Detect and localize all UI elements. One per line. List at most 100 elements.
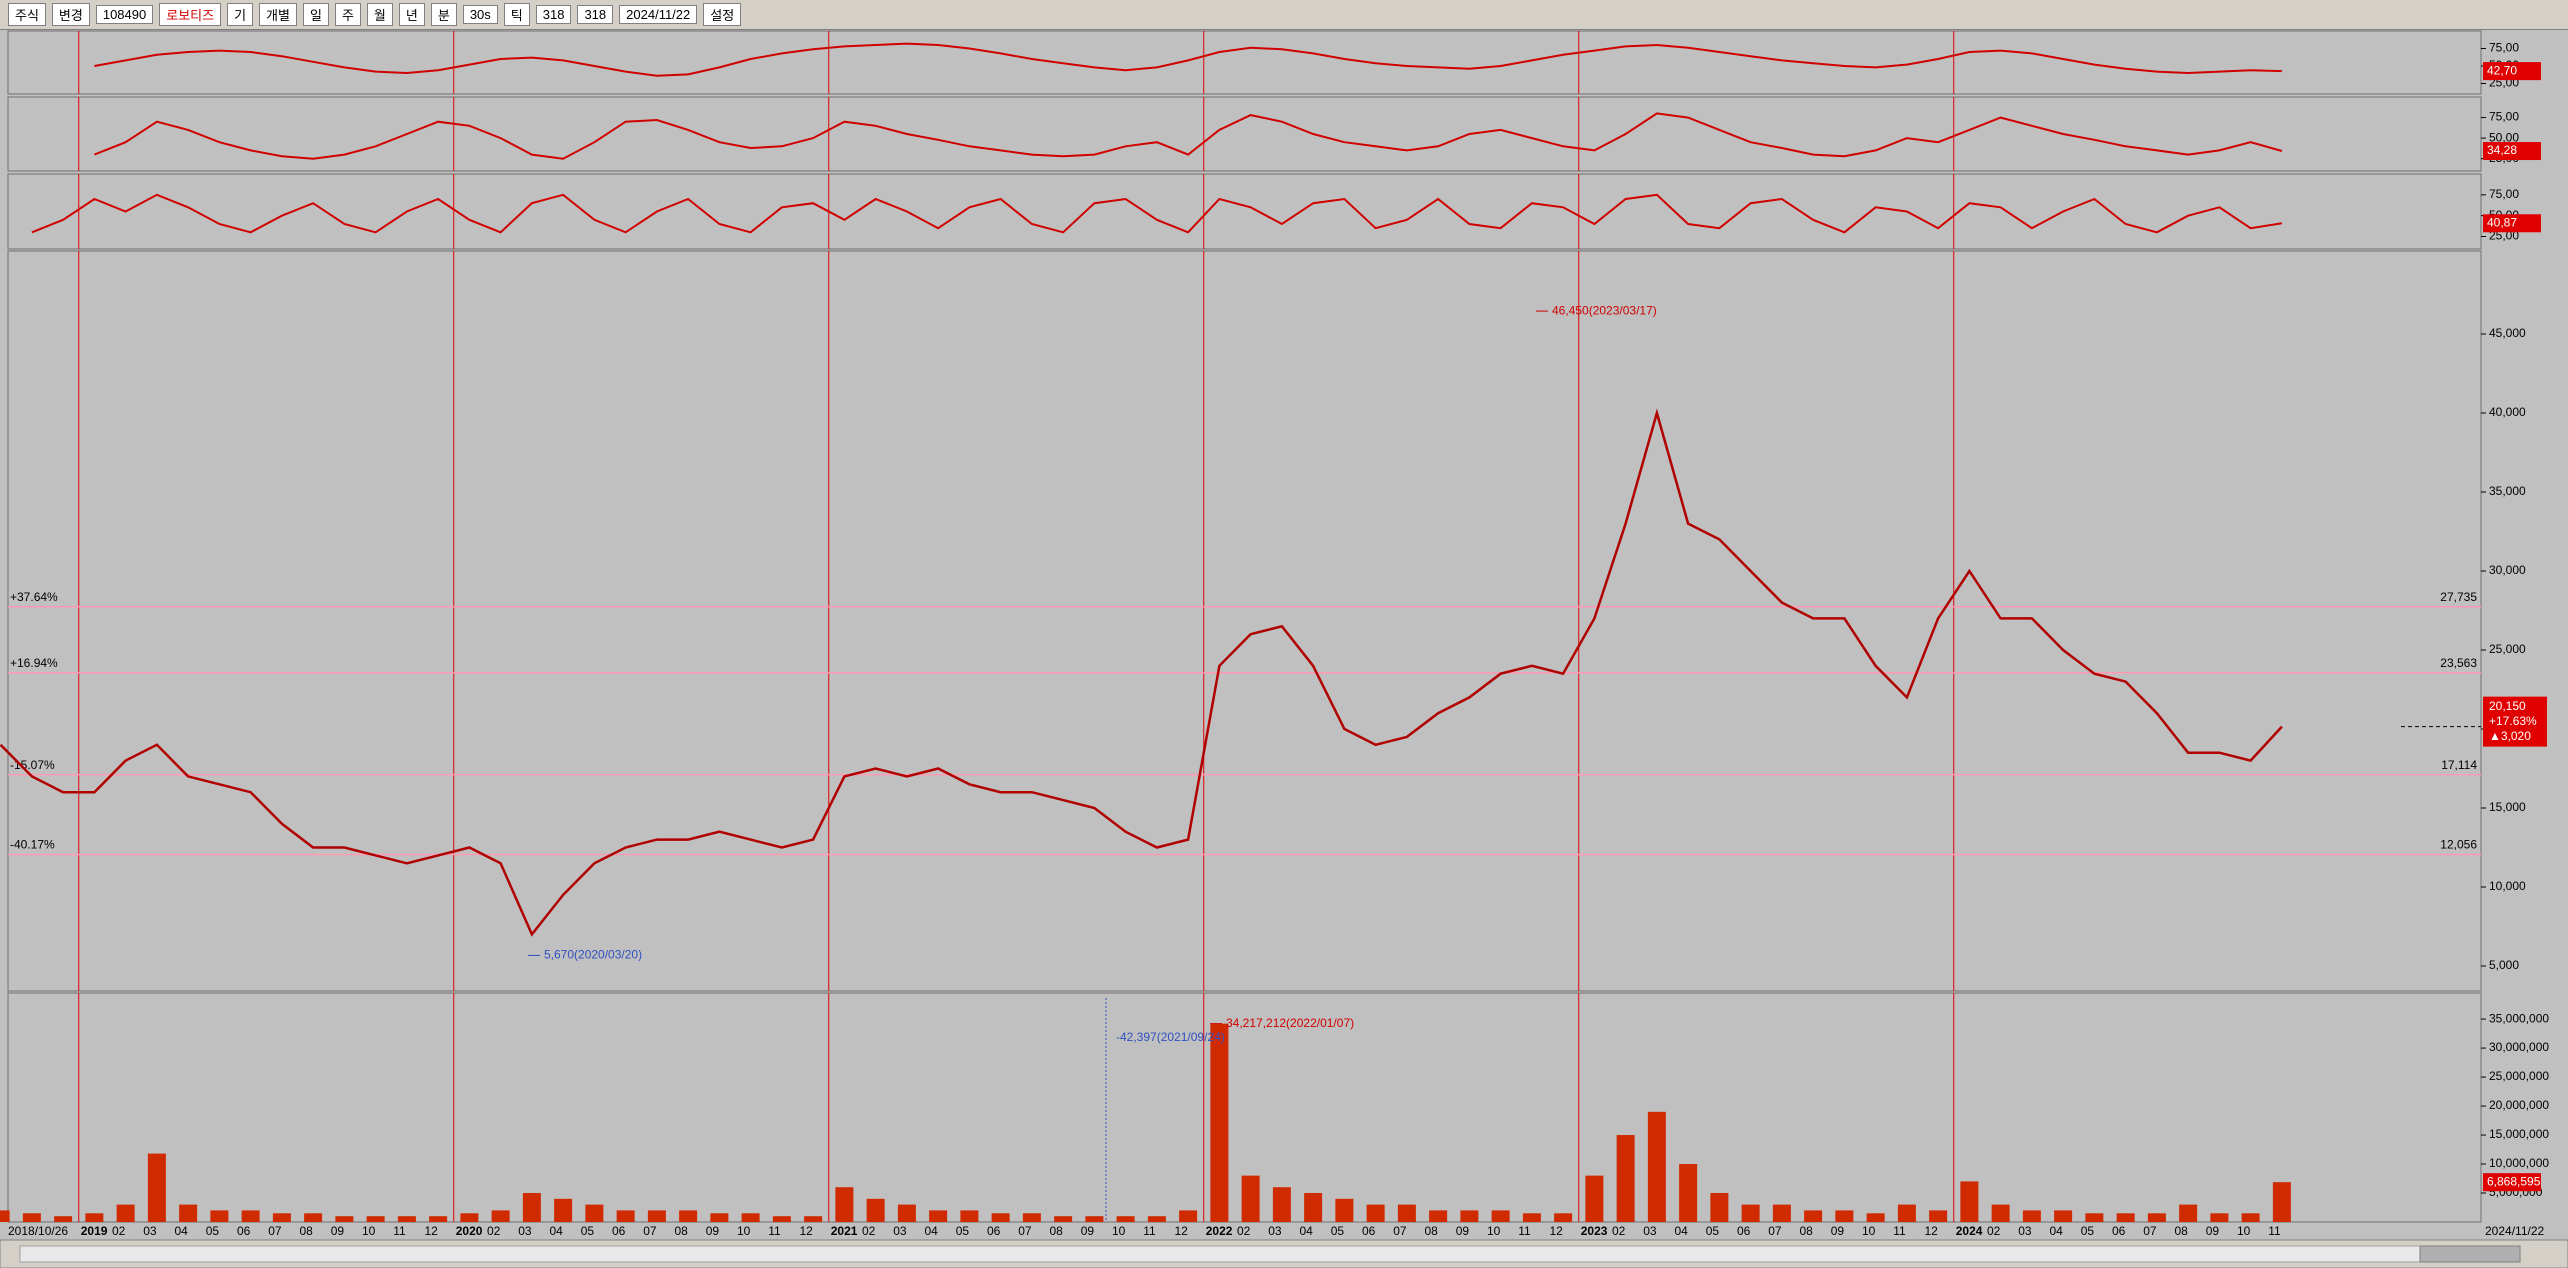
volume-bar (0, 1210, 10, 1222)
last-price-diff: ▲3,020 (2489, 729, 2531, 743)
x-tick-label: 12 (425, 1224, 439, 1238)
volume-bar (991, 1213, 1010, 1222)
toolbar-item[interactable]: 주 (334, 3, 361, 26)
toolbar-item[interactable]: 월 (366, 3, 393, 26)
volume-bar (179, 1204, 198, 1222)
x-tick-label: 05 (1331, 1224, 1345, 1238)
volume-bar (1866, 1213, 1885, 1222)
x-tick-label: 07 (1393, 1224, 1407, 1238)
volume-bar (1804, 1210, 1823, 1222)
x-tick-label: 08 (2175, 1224, 2189, 1238)
volume-bar (1522, 1213, 1541, 1222)
chart: 75,0050,0025,0042,7075,0050,0025,0034,28… (0, 30, 2568, 1268)
x-tick-label: 07 (643, 1224, 657, 1238)
scrollbar-track[interactable] (19, 1245, 2521, 1263)
x-tick-label: 2020 (456, 1224, 483, 1238)
x-tick-label: 07 (268, 1224, 282, 1238)
volume-bar (1429, 1210, 1448, 1222)
y-tick-label: 50,00 (2489, 130, 2519, 144)
volume-bar (2179, 1204, 2198, 1222)
toolbar-item[interactable]: 분 (430, 3, 457, 26)
x-tick-label: 03 (1268, 1224, 1282, 1238)
toolbar-item[interactable]: 318 (577, 5, 614, 24)
level-change: +16.94% (10, 656, 58, 670)
x-tick-label: 11 (1143, 1224, 1156, 1238)
x-tick-label: 06 (1737, 1224, 1751, 1238)
y-tick-label: 35,000 (2489, 484, 2526, 498)
x-tick-label: 05 (581, 1224, 595, 1238)
y-tick-label: 20,000,000 (2489, 1098, 2549, 1112)
toolbar-item[interactable]: 틱 (503, 3, 530, 26)
toolbar-item[interactable]: 일 (302, 3, 329, 26)
x-tick-label: 11 (1518, 1224, 1531, 1238)
volume-bar (147, 1153, 166, 1222)
volume-bar (1616, 1135, 1635, 1222)
scrollbar-thumb[interactable] (2419, 1245, 2521, 1263)
toolbar-item[interactable]: 2024/11/22 (619, 5, 698, 24)
volume-bar (335, 1216, 354, 1222)
volume-bar (304, 1213, 323, 1222)
toolbar-item[interactable]: 108490 (95, 5, 154, 24)
volume-bar (1679, 1164, 1698, 1222)
x-tick-label: 08 (1050, 1224, 1064, 1238)
x-tick-label: 05 (2081, 1224, 2095, 1238)
volume-bar (54, 1216, 73, 1222)
toolbar-item[interactable]: 설정 (703, 3, 742, 26)
x-tick-label: 10 (737, 1224, 751, 1238)
volume-bar (1460, 1210, 1479, 1222)
toolbar-item[interactable]: 318 (535, 5, 572, 24)
toolbar-item[interactable]: 년 (398, 3, 425, 26)
level-change: +37.64% (10, 590, 58, 604)
volume-bar (772, 1216, 791, 1222)
y-tick-label: 15,000 (2489, 800, 2526, 814)
level-label: 17,114 (2441, 758, 2477, 772)
x-tick-label: 12 (1175, 1224, 1189, 1238)
volume-bar (366, 1216, 385, 1222)
volume-bar (1710, 1193, 1729, 1222)
series-line (94, 112, 2283, 160)
last-value-label: 6,868,595 (2487, 1174, 2541, 1188)
x-tick-label: 05 (956, 1224, 970, 1238)
volume-bar (1585, 1175, 1604, 1222)
volume-bar (1960, 1181, 1979, 1222)
panel (7, 250, 2482, 992)
toolbar-item[interactable]: 로보티즈 (159, 3, 222, 26)
volume-bar (835, 1187, 854, 1222)
volume-bar (1554, 1213, 1573, 1222)
toolbar-item[interactable]: 기 (227, 3, 254, 26)
volume-bar (85, 1213, 104, 1222)
toolbar-item[interactable]: 주식 (8, 3, 46, 26)
volume-bar (866, 1198, 885, 1222)
volume-bar (2241, 1213, 2260, 1222)
x-tick-label: 04 (1675, 1224, 1689, 1238)
x-tick-label: 07 (1018, 1224, 1032, 1238)
last-value-box (2483, 62, 2541, 81)
toolbar-item[interactable]: 개별 (259, 3, 297, 26)
volume-bar (1647, 1111, 1666, 1222)
last-value-label: 42,70 (2487, 63, 2517, 77)
toolbar-item[interactable]: 30s (462, 5, 498, 24)
level-label: 27,735 (2440, 590, 2477, 604)
volume-bar (1491, 1210, 1510, 1222)
x-tick-label: 08 (1800, 1224, 1814, 1238)
x-tick-label: 09 (1456, 1224, 1470, 1238)
y-tick-label: 75,00 (2489, 187, 2519, 201)
x-tick-label: 06 (987, 1224, 1001, 1238)
x-tick-label: 04 (550, 1224, 564, 1238)
level-change: -40.17% (10, 838, 55, 852)
volume-bar (1335, 1198, 1354, 1222)
volume-bar (741, 1213, 760, 1222)
volume-bar (1397, 1204, 1416, 1222)
x-tick-label: 11 (1893, 1224, 1906, 1238)
last-value-box (2483, 214, 2541, 233)
x-tick-label: 09 (706, 1224, 720, 1238)
volume-bar (272, 1213, 291, 1222)
annotation: 46,450(2023/03/17) (1552, 303, 1657, 317)
x-tick-label: 11 (2268, 1224, 2281, 1238)
last-value-box (2483, 1173, 2541, 1192)
x-tick-label: 06 (2112, 1224, 2126, 1238)
x-tick-label: 09 (2206, 1224, 2220, 1238)
note: -42,397(2021/09/24) (1116, 1030, 1225, 1044)
toolbar-item[interactable]: 변경 (51, 3, 90, 26)
